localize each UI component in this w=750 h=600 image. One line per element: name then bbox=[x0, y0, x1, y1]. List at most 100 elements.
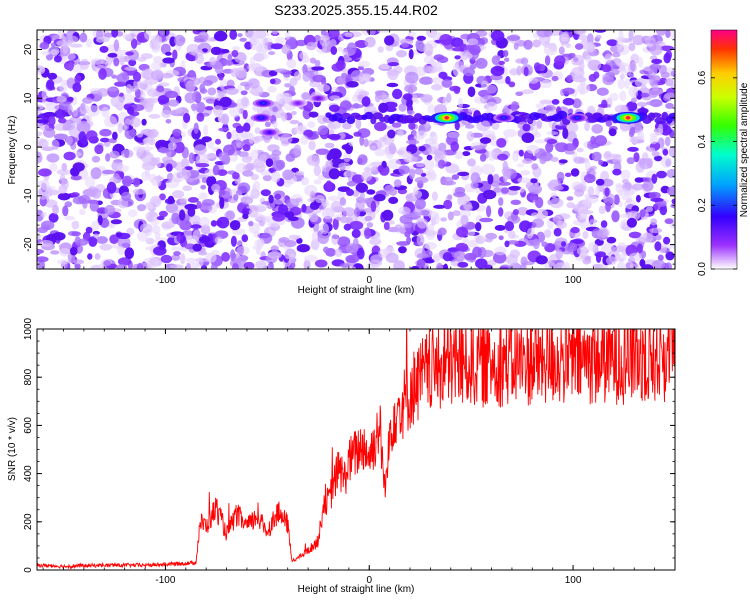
heatmap-cell bbox=[46, 102, 59, 111]
heatmap-cell bbox=[374, 233, 380, 241]
heatmap-cell bbox=[289, 235, 301, 240]
heatmap-cell bbox=[588, 242, 595, 252]
heatmap-cell bbox=[447, 132, 459, 139]
heatmap-cell bbox=[577, 83, 591, 93]
heatmap-cell bbox=[168, 142, 177, 151]
heatmap-cell bbox=[181, 158, 189, 167]
heatmap-cell bbox=[599, 206, 606, 214]
heatmap-cell bbox=[588, 60, 602, 71]
heatmap-cell bbox=[624, 78, 630, 89]
heatmap-cell bbox=[157, 86, 165, 93]
heatmap-cell bbox=[364, 167, 371, 171]
heatmap-cell bbox=[392, 89, 402, 99]
heatmap-cell bbox=[559, 46, 565, 54]
heatmap-cell bbox=[237, 33, 242, 37]
heatmap-cell bbox=[61, 180, 69, 190]
heatmap-cell bbox=[281, 44, 290, 54]
heatmap-cell bbox=[590, 136, 596, 145]
heatmap-cell bbox=[307, 155, 320, 166]
heatmap-cell bbox=[73, 110, 78, 118]
y-tick-label: 0 bbox=[23, 567, 34, 573]
heatmap-cell bbox=[486, 85, 497, 94]
heatmap-cell bbox=[256, 160, 265, 166]
colorbar-gradient bbox=[711, 30, 737, 269]
heatmap-cell bbox=[346, 189, 354, 196]
heatmap-cell bbox=[499, 266, 508, 270]
heatmap-cell bbox=[236, 133, 249, 141]
heatmap-cell bbox=[96, 37, 107, 43]
heatmap-cell bbox=[408, 32, 416, 37]
heatmap-cell bbox=[194, 144, 207, 155]
heatmap-cell bbox=[102, 170, 115, 175]
heatmap-cell bbox=[566, 75, 572, 82]
heatmap-cell bbox=[465, 124, 474, 129]
heatmap-cell bbox=[66, 136, 73, 145]
heatmap-cell bbox=[503, 50, 508, 57]
heatmap-cell bbox=[50, 250, 59, 254]
heatmap-cell bbox=[221, 49, 229, 53]
heatmap-cell bbox=[196, 154, 209, 165]
heatmap-peak-layer bbox=[317, 97, 320, 99]
heatmap-cell bbox=[58, 193, 71, 201]
heatmap-cell bbox=[203, 125, 208, 136]
heatmap-peak-layer bbox=[260, 117, 263, 120]
heatmap-cell bbox=[539, 156, 546, 164]
heatmap-cell bbox=[552, 76, 559, 81]
heatmap-cell bbox=[647, 43, 653, 48]
heatmap-cell bbox=[527, 145, 540, 154]
heatmap-cell bbox=[267, 86, 277, 93]
heatmap-cell bbox=[290, 194, 303, 205]
heatmap-cell bbox=[557, 213, 571, 219]
heatmap-cell bbox=[300, 135, 308, 145]
heatmap-cell bbox=[398, 246, 407, 253]
heatmap-cell bbox=[125, 67, 137, 71]
heatmap-cell bbox=[291, 111, 297, 115]
heatmap-cell bbox=[563, 143, 577, 151]
heatmap-cell bbox=[627, 147, 639, 152]
heatmap-cell bbox=[186, 263, 191, 274]
heatmap-cell bbox=[482, 130, 496, 137]
heatmap-cell bbox=[80, 59, 90, 70]
heatmap-cell bbox=[280, 134, 292, 145]
heatmap-cell bbox=[627, 157, 635, 164]
heatmap-cell bbox=[605, 201, 611, 212]
heatmap-cell bbox=[489, 157, 496, 161]
heatmap-cell bbox=[32, 65, 45, 75]
heatmap-cell bbox=[607, 237, 617, 244]
heatmap-cell bbox=[133, 178, 140, 188]
heatmap-cell bbox=[272, 214, 285, 222]
heatmap-cell bbox=[92, 188, 101, 199]
heatmap-cell bbox=[51, 43, 56, 48]
heatmap-cell bbox=[125, 118, 132, 124]
heatmap-cell bbox=[197, 113, 205, 122]
heatmap-cell bbox=[199, 236, 211, 243]
heatmap-cell bbox=[104, 205, 115, 215]
heatmap-cell bbox=[661, 156, 672, 168]
heatmap-cell bbox=[416, 163, 425, 168]
heatmap-cell bbox=[502, 167, 512, 177]
heatmap-cell bbox=[544, 229, 551, 238]
heatmap-cell bbox=[274, 194, 281, 200]
colorbar-tick-label: 0.2 bbox=[697, 198, 708, 212]
heatmap-cell bbox=[176, 233, 181, 241]
heatmap-cell bbox=[646, 101, 657, 105]
heatmap-cell bbox=[93, 233, 99, 238]
heatmap-cell bbox=[598, 160, 603, 166]
heatmap-cell bbox=[198, 192, 207, 199]
heatmap-cell bbox=[304, 255, 318, 262]
heatmap-cell bbox=[150, 129, 157, 139]
heatmap-cell bbox=[175, 108, 183, 114]
heatmap-cell bbox=[515, 92, 523, 97]
heatmap-cell bbox=[414, 168, 423, 175]
heatmap-cell bbox=[218, 128, 229, 132]
heatmap-cell bbox=[242, 156, 253, 163]
heatmap-cell bbox=[172, 190, 184, 198]
heatmap-cell bbox=[406, 140, 419, 145]
heatmap-cell bbox=[231, 236, 237, 247]
heatmap-cell bbox=[320, 36, 331, 47]
heatmap-cell bbox=[646, 206, 653, 212]
heatmap-cell bbox=[384, 35, 394, 45]
heatmap-cell bbox=[128, 209, 137, 217]
heatmap-cell bbox=[206, 98, 215, 103]
snr-y-label: SNR (10 * v/v) bbox=[7, 417, 18, 481]
